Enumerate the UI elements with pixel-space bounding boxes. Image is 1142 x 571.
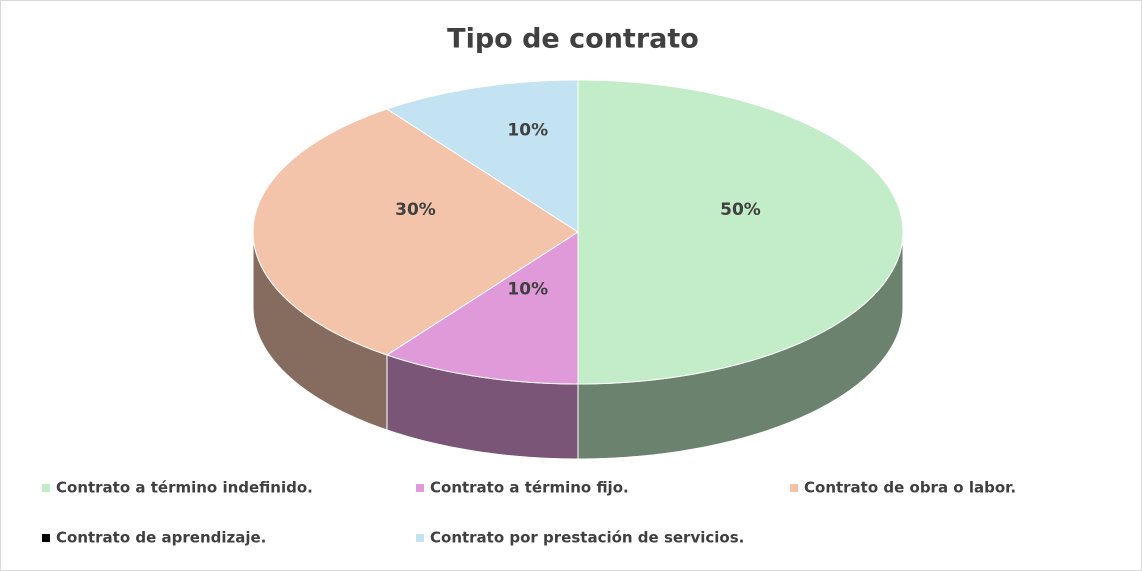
legend-marker bbox=[416, 484, 424, 492]
legend-marker bbox=[416, 534, 424, 542]
legend-label: Contrato de aprendizaje. bbox=[56, 529, 266, 547]
data-label: 50% bbox=[720, 200, 761, 220]
legend-label: Contrato por prestación de servicios. bbox=[430, 529, 744, 547]
data-label: 10% bbox=[507, 280, 548, 300]
data-label: 10% bbox=[507, 120, 548, 140]
chart-title: Tipo de contrato bbox=[447, 24, 699, 55]
legend-marker bbox=[42, 534, 50, 542]
legend-marker bbox=[42, 484, 50, 492]
legend-label: Contrato de obra o labor. bbox=[804, 479, 1016, 497]
data-label: 30% bbox=[395, 200, 436, 220]
legend-marker bbox=[790, 484, 798, 492]
slice bbox=[385, 231, 579, 385]
legend-label: Contrato a término indefinido. bbox=[56, 479, 313, 497]
legend-label: Contrato a término fijo. bbox=[430, 479, 629, 497]
slice bbox=[385, 79, 579, 233]
slice bbox=[252, 108, 579, 356]
slice bbox=[577, 79, 904, 385]
